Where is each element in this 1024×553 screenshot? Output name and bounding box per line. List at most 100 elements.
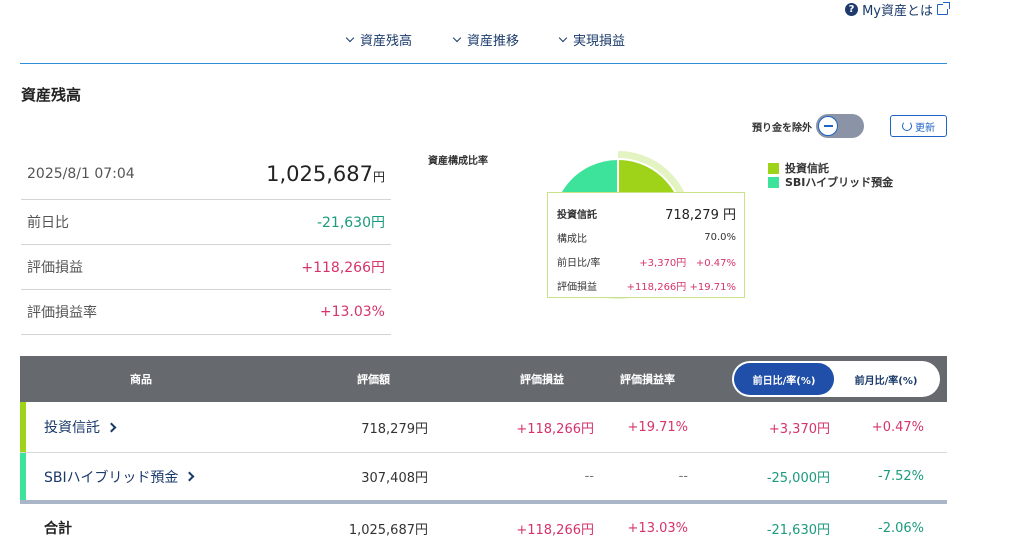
tooltip-pl-label: 評価損益: [557, 281, 597, 293]
row-name: 投資信託: [44, 417, 117, 437]
row-name: SBIハイブリッド預金: [44, 467, 195, 487]
row-color-bar: [20, 453, 26, 500]
chevron-down-icon: [558, 33, 568, 42]
composition-legend: 投資信託 SBIハイブリッド預金: [768, 161, 893, 189]
total-change-rate: -2.06%: [878, 520, 924, 536]
legend-label: SBIハイブリッド預金: [785, 176, 894, 189]
toggle-knob: [818, 116, 838, 136]
row-change-rate: -7.52%: [878, 469, 924, 484]
refresh-button-label: 更新: [915, 122, 935, 134]
summary-row-value: -21,630円: [316, 215, 385, 231]
monthly-change-button[interactable]: 前月比/率(%): [854, 375, 918, 387]
table-header: 商品 評価額 評価損益 評価損益率 前日比/率(%) 前月比/率(%): [20, 356, 947, 402]
legend-label: 投資信託: [785, 162, 829, 175]
tooltip-dod-values: +3,370円 +0.47%: [639, 254, 736, 269]
row-change: -25,000円: [766, 471, 830, 486]
nav-item-label: 資産推移: [467, 34, 520, 49]
tooltip-amount: 718,279 円: [665, 207, 736, 223]
change-period-toggle: 前日比/率(%) 前月比/率(%): [732, 361, 940, 397]
total-pl-rate: +13.03%: [627, 520, 688, 536]
row-name-link[interactable]: SBIハイブリッド預金: [44, 453, 195, 500]
nav-item-label: 資産残高: [360, 34, 413, 49]
nav-divider: [20, 63, 947, 64]
row-pl-rate: --: [678, 469, 688, 484]
table-total-row: 合計 1,025,687円 +118,266円 +13.03% -21,630円…: [20, 504, 947, 552]
row-pl: +118,266円: [516, 421, 594, 437]
table-row: 投資信託 718,279円 +118,266円 +19.71% +3,370円 …: [20, 402, 947, 453]
nav-item-history[interactable]: 資産推移: [452, 30, 520, 49]
summary-timestamp: 2025/8/1 07:04: [27, 165, 135, 182]
summary-row-value: +13.03%: [319, 304, 385, 320]
legend-swatch: [768, 176, 779, 188]
tooltip-ratio-value: 70.0%: [704, 231, 736, 243]
my-assets-help-link[interactable]: ? My資産とは: [845, 0, 950, 19]
tooltip-row-pl: 評価損益 +118,266円 +19.71%: [557, 273, 736, 297]
help-link-label: My資産とは: [862, 4, 933, 19]
tooltip-row-dod: 前日比/率 +3,370円 +0.47%: [557, 249, 736, 273]
chevron-right-icon: [184, 471, 195, 482]
question-icon: ?: [845, 3, 859, 16]
legend-item-funds: 投資信託: [768, 161, 893, 175]
tooltip-ratio-label: 構成比: [557, 233, 587, 245]
summary-total: 1,025,687円: [266, 162, 385, 186]
external-link-icon: [937, 2, 950, 15]
composition-chart-title: 資産構成比率: [428, 156, 488, 167]
summary-row-pl-rate: 評価損益率 +13.03%: [21, 290, 391, 335]
table-row: SBIハイブリッド預金 307,408円 -- -- -25,000円 -7.5…: [20, 453, 947, 504]
nav-item-balance[interactable]: 資産残高: [345, 30, 413, 49]
holdings-table: 商品 評価額 評価損益 評価損益率 前日比/率(%) 前月比/率(%) 投資信託…: [20, 356, 947, 552]
exclude-deposit-label: 預り金を除外: [752, 122, 812, 134]
refresh-icon: [902, 121, 912, 131]
row-name-label: 投資信託: [44, 420, 100, 436]
total-label: 合計: [44, 521, 72, 537]
summary-row-value: +118,266円: [301, 260, 385, 276]
chevron-down-icon: [452, 33, 462, 42]
section-title: 資産残高: [21, 86, 82, 104]
nav-item-realized[interactable]: 実現損益: [558, 30, 626, 49]
summary-row-dod: 前日比 -21,630円: [21, 200, 391, 245]
daily-change-button[interactable]: 前日比/率(%): [734, 363, 834, 395]
tooltip-dod-rate: +0.47%: [695, 257, 736, 269]
row-change: +3,370円: [768, 421, 830, 437]
exclude-deposit-control: 預り金を除外: [752, 114, 864, 138]
summary-row-label: 評価損益: [27, 260, 83, 276]
header-valuation: 評価額: [357, 373, 390, 386]
header-product: 商品: [130, 373, 152, 386]
total-pl: +118,266円: [516, 522, 594, 538]
refresh-button[interactable]: 更新: [890, 115, 947, 137]
chevron-down-icon: [345, 33, 355, 42]
summary-total-row: 2025/8/1 07:04 1,025,687円: [21, 148, 391, 200]
header-pl-rate: 評価損益率: [620, 373, 675, 386]
tooltip-row-ratio: 構成比 70.0%: [557, 225, 736, 249]
total-change: -21,630円: [766, 522, 830, 538]
legend-swatch: [768, 162, 779, 174]
header-pl: 評価損益: [520, 373, 564, 386]
tooltip-header: 投資信託 718,279 円: [557, 201, 736, 225]
summary-total-unit: 円: [372, 169, 385, 184]
row-name-link[interactable]: 投資信託: [44, 402, 117, 452]
summary-total-value: 1,025,687: [266, 161, 373, 186]
total-valuation: 1,025,687円: [348, 522, 428, 538]
exclude-deposit-toggle[interactable]: [816, 114, 864, 138]
chevron-right-icon: [106, 422, 117, 432]
tooltip-dod-label: 前日比/率: [557, 257, 601, 269]
balance-summary: 2025/8/1 07:04 1,025,687円 前日比 -21,630円 評…: [21, 148, 391, 335]
tooltip-pl-rate: +19.71%: [689, 281, 736, 293]
row-valuation: 307,408円: [361, 471, 428, 486]
summary-row-label: 前日比: [27, 215, 69, 231]
row-change-rate: +0.47%: [871, 419, 924, 435]
row-valuation: 718,279円: [361, 421, 428, 437]
row-pl-rate: +19.71%: [627, 419, 688, 435]
nav-item-label: 実現損益: [573, 34, 626, 49]
tooltip-dod-value: +3,370円: [639, 257, 687, 269]
row-name-label: SBIハイブリッド預金: [44, 469, 179, 486]
tooltip-pl-values: +118,266円 +19.71%: [627, 278, 736, 293]
legend-item-deposit: SBIハイブリッド預金: [768, 175, 893, 189]
tooltip-name: 投資信託: [557, 209, 597, 221]
row-pl: --: [584, 469, 594, 484]
chart-tooltip: 投資信託 718,279 円 構成比 70.0% 前日比/率 +3,370円 +…: [547, 192, 745, 298]
summary-row-pl: 評価損益 +118,266円: [21, 245, 391, 290]
tooltip-pl-value: +118,266円: [626, 281, 687, 293]
row-color-bar: [20, 402, 26, 452]
summary-row-label: 評価損益率: [27, 305, 97, 321]
